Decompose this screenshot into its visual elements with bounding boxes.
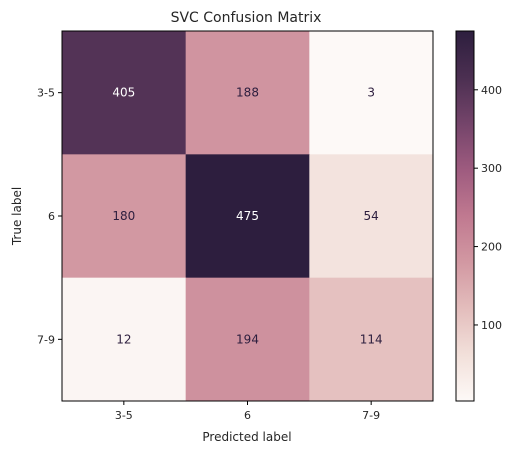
heatmap-cells [62,31,434,402]
x-tick-label: 7-9 [362,409,380,422]
cell-value-label: 475 [236,209,259,223]
heatmap-cell [185,31,310,155]
colorbar-tick-label: 400 [481,84,502,97]
y-axis-label: True label [10,187,24,246]
colorbar-tick-label: 300 [481,162,502,175]
heatmap-cell [309,277,434,402]
colorbar-tick-label: 200 [481,241,502,254]
y-tick-label: 6 [48,210,55,223]
heatmap-cell [185,277,310,402]
x-tick-label: 3-5 [115,409,133,422]
heatmap-cell [62,277,187,402]
cell-labels: 405 188 3 180 475 54 12 194 114 [112,86,382,347]
y-axis: 3-5 6 7-9 [37,87,62,346]
colorbar-tick-label: 100 [481,319,502,332]
x-axis: 3-5 6 7-9 [115,401,380,422]
colorbar [455,30,475,402]
colorbar-ticks: 100 200 300 400 [474,84,502,332]
cell-value-label: 12 [116,332,131,346]
cell-value-label: 3 [367,86,375,100]
chart-title: SVC Confusion Matrix [171,10,322,26]
cell-value-label: 188 [236,86,259,100]
cell-value-label: 180 [112,209,135,223]
cell-value-label: 114 [360,332,383,346]
heatmap-cell [185,154,310,279]
cell-value-label: 194 [236,332,259,346]
y-tick-label: 3-5 [37,87,55,100]
heatmap-cell [62,31,187,155]
cell-value-label: 54 [364,209,379,223]
x-tick-label: 6 [244,409,251,422]
heatmap-cell [309,154,434,279]
y-tick-label: 7-9 [37,333,55,346]
x-axis-label: Predicted label [202,430,291,444]
heatmap-cell [62,154,187,279]
cell-value-label: 405 [112,86,135,100]
heatmap-cell [309,31,434,155]
